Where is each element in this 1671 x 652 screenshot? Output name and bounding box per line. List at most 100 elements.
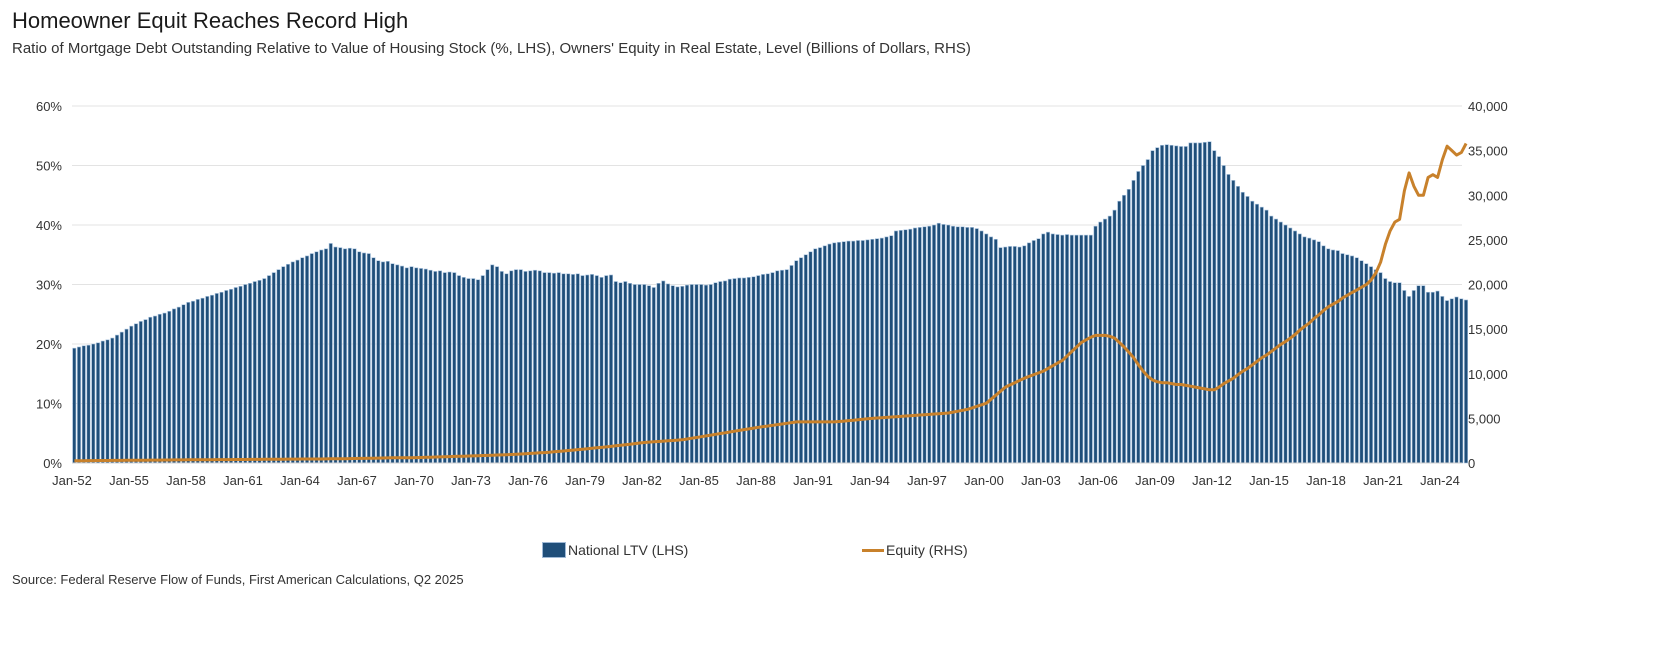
ltv-bar	[955, 226, 960, 464]
ltv-bar	[770, 272, 775, 464]
ltv-bar	[675, 286, 680, 464]
ltv-bar	[438, 270, 443, 464]
ltv-bar	[1103, 218, 1107, 464]
ltv-bar	[898, 230, 903, 464]
ltv-bar	[276, 269, 281, 464]
ltv-bar	[1003, 246, 1008, 464]
ltv-bar	[1179, 146, 1183, 464]
ltv-bar	[727, 278, 732, 464]
x-axis-tick: Jan-21	[1363, 473, 1403, 488]
ltv-bar	[1392, 282, 1397, 464]
ltv-bar	[1027, 242, 1031, 464]
chart-title: Homeowner Equit Reaches Record High	[12, 8, 409, 33]
ltv-bar	[1430, 291, 1435, 464]
ltv-bar	[243, 284, 248, 464]
ltv-bar	[1193, 142, 1198, 464]
ltv-bar	[628, 283, 632, 464]
ltv-bar	[471, 278, 476, 464]
ltv-bar	[371, 257, 376, 464]
x-axis-tick: Jan-76	[508, 473, 548, 488]
x-axis-tick: Jan-85	[679, 473, 719, 488]
ltv-bar	[1046, 231, 1050, 464]
ltv-bar	[1259, 206, 1264, 464]
ltv-bar	[1445, 300, 1449, 464]
legend-item-equity: Equity (RHS)	[862, 542, 968, 558]
ltv-bar	[1145, 159, 1150, 464]
ltv-bar	[685, 284, 689, 464]
x-axis-tick: Jan-09	[1135, 473, 1175, 488]
ltv-bar	[1060, 234, 1065, 464]
ltv-bar	[808, 251, 813, 464]
x-axis-tick: Jan-88	[736, 473, 776, 488]
ltv-bar	[1008, 246, 1012, 464]
ltv-bar	[271, 272, 276, 464]
ltv-bar	[1150, 150, 1155, 464]
ltv-bar	[1098, 221, 1103, 464]
ltv-bar	[205, 296, 210, 464]
ltv-bar	[1250, 200, 1255, 464]
ltv-bar	[590, 274, 594, 464]
ltv-bar	[846, 240, 851, 464]
ltv-bar	[913, 227, 917, 464]
ltv-bar	[670, 285, 675, 464]
ltv-bar	[599, 277, 604, 464]
ltv-bar	[528, 270, 533, 464]
ltv-bar	[974, 228, 979, 464]
ltv-bar	[381, 261, 386, 464]
ltv-bar	[400, 265, 405, 464]
ltv-bar	[1402, 290, 1407, 464]
ltv-bar	[537, 270, 542, 464]
ltv-bar	[476, 279, 481, 464]
ltv-bar	[414, 267, 419, 464]
ltv-bar	[1312, 239, 1316, 464]
ltv-bar	[290, 261, 295, 464]
ltv-bar	[286, 263, 291, 464]
ltv-bar	[499, 271, 504, 464]
source-note: Source: Federal Reserve Flow of Funds, F…	[12, 572, 464, 587]
legend-label-equity: Equity (RHS)	[886, 542, 968, 558]
ltv-bar	[1369, 266, 1373, 464]
ltv-bar	[333, 246, 338, 464]
ltv-bar	[191, 300, 196, 464]
ltv-bar	[751, 276, 756, 464]
ltv-bar	[176, 306, 181, 464]
ltv-bar	[680, 285, 685, 464]
ltv-bar	[428, 269, 433, 464]
ltv-bar	[96, 342, 100, 464]
ltv-bar	[319, 249, 324, 464]
ltv-bar	[1079, 234, 1084, 464]
x-axis-tick: Jan-12	[1192, 473, 1232, 488]
legend-label-ltv: National LTV (LHS)	[568, 542, 689, 558]
ltv-bar	[960, 226, 965, 464]
ltv-bar	[865, 239, 870, 464]
ltv-bar	[262, 278, 267, 464]
ltv-bar	[794, 260, 799, 464]
ltv-bar	[651, 287, 656, 464]
ltv-bar	[856, 240, 860, 464]
ltv-bar	[1383, 278, 1388, 464]
ltv-bar	[1036, 238, 1041, 464]
ltv-bar	[390, 263, 395, 464]
ltv-bar	[343, 248, 348, 464]
ltv-bar	[143, 319, 148, 464]
ltv-bar	[1264, 209, 1269, 464]
ltv-bar	[1316, 241, 1321, 464]
ltv-bar	[248, 283, 253, 464]
ltv-bar	[442, 272, 447, 464]
ltv-bar	[181, 304, 186, 464]
x-axis-tick: Jan-64	[280, 473, 320, 488]
ltv-bar	[495, 266, 500, 464]
ltv-bar	[832, 242, 837, 464]
ltv-bar	[993, 238, 998, 464]
ltv-bar	[1388, 281, 1392, 464]
ltv-bar	[984, 233, 989, 464]
ltv-bar	[1155, 147, 1160, 464]
ltv-bar	[1373, 269, 1378, 464]
x-axis-tick: Jan-70	[394, 473, 434, 488]
left-axis-tick: 40%	[36, 218, 62, 233]
ltv-bar	[1411, 290, 1416, 464]
x-axis-tick: Jan-79	[565, 473, 605, 488]
ltv-bar	[124, 328, 129, 464]
ltv-bar	[737, 277, 742, 464]
right-axis-tick: 0	[1468, 456, 1475, 471]
